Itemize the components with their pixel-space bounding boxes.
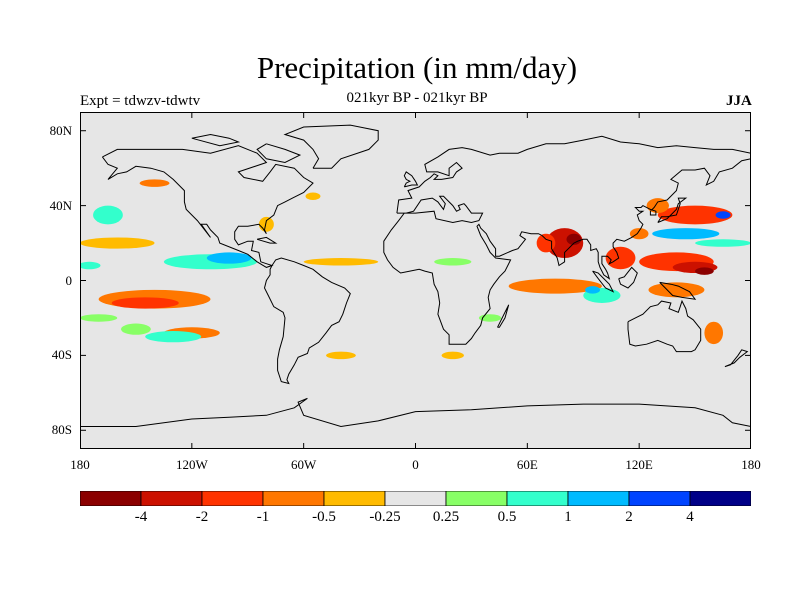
experiment-label: Expt = tdwzv-tdwtv bbox=[80, 93, 201, 109]
coastline bbox=[191, 133, 241, 147]
y-tick-label: 40S bbox=[51, 347, 72, 363]
anomaly-region bbox=[704, 321, 724, 345]
colorbar-swatch bbox=[445, 491, 508, 506]
coastline bbox=[263, 257, 351, 385]
anomaly-region bbox=[566, 233, 582, 245]
anomaly-region bbox=[111, 297, 179, 309]
colorbar-swatch bbox=[201, 491, 264, 506]
colorbar-label: -0.25 bbox=[369, 509, 401, 525]
colorbar-label: 4 bbox=[686, 509, 694, 525]
anomaly-region bbox=[648, 282, 705, 298]
y-tick-label: 80N bbox=[49, 122, 72, 138]
x-tick-label: 120E bbox=[625, 457, 653, 472]
map-subtitle: 021kyr BP - 021kyr BP bbox=[346, 90, 488, 106]
colorbar-label: -1 bbox=[256, 509, 270, 525]
colorbar-swatch bbox=[506, 491, 569, 506]
colorbar-swatch bbox=[628, 491, 691, 506]
map-background bbox=[80, 112, 751, 449]
colorbar-label: -2 bbox=[195, 509, 209, 525]
anomaly-region bbox=[305, 192, 321, 200]
colorbar-swatch bbox=[140, 491, 203, 506]
x-tick-label: 60E bbox=[516, 457, 538, 472]
anomaly-region bbox=[326, 351, 356, 360]
colorbar-swatch bbox=[323, 491, 386, 506]
coastline bbox=[396, 135, 751, 214]
anomaly-region bbox=[139, 179, 170, 187]
colorbar-label: -0.5 bbox=[312, 509, 336, 525]
coastline bbox=[618, 266, 638, 289]
coastline bbox=[657, 197, 688, 223]
anomaly-region bbox=[80, 261, 101, 270]
coastline bbox=[101, 145, 314, 268]
colorbar-label: 1 bbox=[564, 509, 572, 525]
anomaly-region bbox=[434, 258, 472, 266]
y-tick-label: 40N bbox=[49, 197, 72, 213]
map-title: Precipitation (in mm/day) bbox=[256, 50, 578, 85]
x-tick-label: 180 bbox=[70, 457, 90, 472]
colorbar-swatch bbox=[689, 491, 751, 506]
anomaly-region bbox=[441, 351, 464, 360]
x-tick-label: 60W bbox=[291, 457, 317, 472]
x-tick-label: 120W bbox=[175, 457, 208, 472]
anomaly-region bbox=[652, 228, 720, 240]
anomaly-region bbox=[258, 216, 274, 232]
coastline bbox=[256, 143, 302, 164]
coastline bbox=[627, 299, 702, 353]
coastline bbox=[80, 397, 751, 428]
colorbar-label: 2 bbox=[625, 509, 633, 525]
anomaly-region bbox=[508, 278, 602, 294]
anomaly-region bbox=[585, 286, 601, 294]
coastline bbox=[497, 304, 510, 328]
precipitation-map bbox=[80, 112, 751, 449]
y-tick-label: 0 bbox=[65, 272, 73, 288]
coastline bbox=[724, 349, 749, 368]
anomaly-region bbox=[695, 267, 714, 275]
anomaly-region bbox=[657, 205, 733, 225]
colorbar-label: 0.5 bbox=[497, 509, 517, 525]
colorbar-label: -4 bbox=[134, 509, 148, 525]
colorbar-swatch bbox=[567, 491, 630, 506]
coastline bbox=[403, 171, 419, 188]
coastline bbox=[283, 124, 379, 169]
colorbar-swatch bbox=[384, 491, 447, 506]
anomaly-layer bbox=[80, 179, 751, 360]
coastlines bbox=[80, 124, 751, 428]
anomaly-region bbox=[695, 239, 751, 247]
anomaly-region bbox=[206, 252, 252, 264]
map-ticks bbox=[80, 112, 751, 449]
colorbar-swatch bbox=[262, 491, 325, 506]
season-label: JJA bbox=[726, 93, 752, 109]
anomaly-region bbox=[605, 246, 636, 270]
anomaly-region bbox=[303, 258, 379, 266]
y-tick-label: 80S bbox=[51, 422, 72, 438]
coastline bbox=[256, 236, 278, 244]
anomaly-region bbox=[80, 237, 155, 249]
x-tick-label: 0 bbox=[412, 457, 419, 472]
colorbar-label: 0.25 bbox=[432, 509, 460, 525]
anomaly-region bbox=[93, 205, 123, 225]
coastline bbox=[659, 281, 697, 300]
colorbar-swatch bbox=[80, 491, 142, 506]
anomaly-region bbox=[536, 233, 556, 253]
anomaly-region bbox=[121, 323, 151, 335]
anomaly-region bbox=[715, 211, 731, 219]
anomaly-region bbox=[145, 331, 202, 343]
coastline bbox=[592, 270, 615, 293]
anomaly-region bbox=[80, 314, 118, 322]
anomaly-region bbox=[629, 228, 649, 240]
coastline bbox=[383, 158, 751, 345]
x-tick-label: 180 bbox=[741, 457, 761, 472]
colorbar bbox=[80, 491, 751, 506]
